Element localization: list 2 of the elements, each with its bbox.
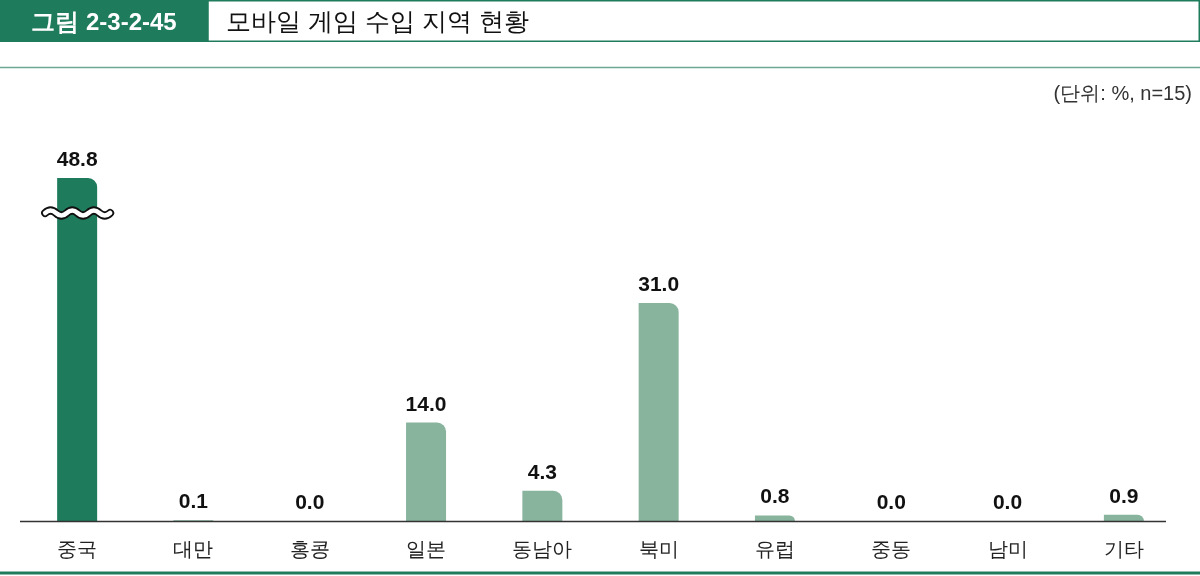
annotation: (단위: %, n=15) [1053, 82, 1192, 104]
title: 모바일 게임 수입 지역 현황 [226, 7, 529, 35]
